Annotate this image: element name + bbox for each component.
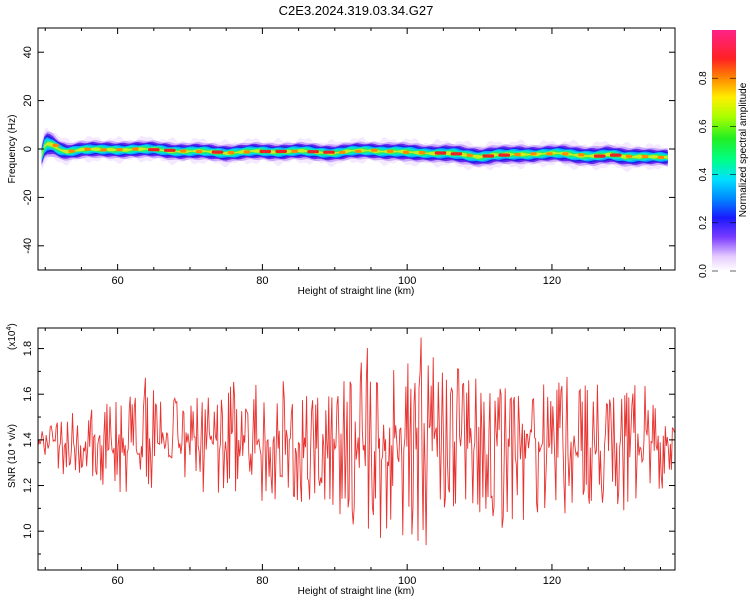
snr-y-tick-label: 1.2 — [22, 478, 34, 493]
spectral-peak-segment — [323, 150, 335, 154]
snr-multiplier-exp: 4 — [6, 327, 13, 331]
snr-multiplier-close: ) — [7, 323, 18, 326]
spectral-peak-segment — [450, 152, 463, 156]
spec-y-tick-label: 40 — [22, 46, 34, 58]
spec-x-tick-label: 100 — [398, 275, 416, 287]
spectral-peak-segment — [355, 149, 362, 153]
spectral-peak-segment — [227, 151, 235, 155]
spectral-peak-segment — [434, 151, 447, 155]
snr-x-tick-label: 120 — [543, 575, 561, 587]
spec-y-tick-label: -40 — [22, 238, 34, 254]
spectral-peak-segment — [498, 153, 510, 157]
spectral-peak-segment — [562, 152, 569, 156]
snr-panel: 60 80 100 120 1.0 1.2 1.4 1.6 1.8 Height of str… — [6, 323, 676, 597]
spectral-peak-segment — [84, 147, 91, 151]
colorbar-tick-label: 0.6 — [698, 119, 709, 133]
spectral-band-yellow — [41, 142, 668, 160]
spectral-peak-segment — [339, 150, 346, 154]
snr-y-ticks: 1.0 1.2 1.4 1.6 1.8 — [22, 341, 675, 555]
spectral-peak-segment — [530, 152, 537, 156]
snr-y-multiplier: (x104) — [6, 323, 18, 350]
spectral-peak-segment — [116, 148, 123, 152]
spectral-peak-segment — [482, 154, 495, 158]
spectrogram-y-ticks: 40 20 0 -20 -40 — [22, 46, 675, 254]
spec-x-tick-label: 120 — [543, 275, 561, 287]
snr-y-tick-label: 1.4 — [22, 432, 34, 447]
snr-y-tick-label: 1.0 — [22, 524, 34, 539]
spectral-peak-segment — [68, 149, 75, 153]
spectral-peak-segment — [164, 148, 176, 152]
colorbar-tick-label: 0.8 — [698, 71, 709, 85]
spectrogram-image — [41, 128, 668, 173]
spectral-peak-segment — [641, 154, 649, 159]
spectral-peak-segment — [52, 143, 59, 147]
spectral-peak-segment — [243, 150, 251, 154]
snr-x-ticks: 60 80 100 120 — [44, 328, 662, 587]
spectral-peak-segment — [609, 153, 622, 157]
colorbar-label: Normalized spectral amplitude — [738, 82, 749, 217]
spectral-peak-segment — [148, 148, 160, 152]
snr-frame — [37, 327, 676, 571]
spectral-peak-segment — [657, 155, 665, 160]
spectral-peak-segment — [291, 149, 298, 153]
spectrogram-panel: 60 80 100 120 40 20 0 -20 -40 Height of straigh… — [7, 27, 676, 297]
spectral-peak-segment — [275, 149, 287, 153]
snr-y-label: SNR (10 * v/v) — [7, 424, 18, 488]
spectral-peak-segment — [546, 152, 553, 156]
colorbar: 0.0 0.2 0.4 0.6 0.8 Normalized spectral ampl… — [698, 30, 749, 278]
spectral-peak-segment — [514, 153, 521, 157]
snr-series-line — [38, 337, 675, 546]
spectral-peak-segment — [100, 148, 107, 152]
spectral-peak-segment — [466, 153, 473, 157]
spectral-peak-segment — [259, 149, 272, 154]
snr-multiplier-base: (x10 — [7, 330, 18, 350]
snr-x-label: Height of straight line (km) — [298, 586, 415, 597]
spectrogram-y-label: Frequency (Hz) — [7, 115, 18, 184]
spectrogram-x-ticks: 60 80 100 120 — [44, 28, 662, 287]
spec-x-tick-label: 80 — [256, 275, 268, 287]
spec-y-tick-label: -20 — [22, 189, 34, 205]
spectral-peak-segment — [307, 150, 319, 154]
snr-x-tick-label: 60 — [112, 575, 124, 587]
colorbar-ticks: 0.0 0.2 0.4 0.6 0.8 — [698, 71, 736, 278]
snr-line-layer — [38, 337, 675, 546]
spectral-peak-segment — [211, 150, 224, 154]
spectral-peak-segment — [386, 149, 394, 153]
spec-y-tick-label: 20 — [22, 94, 34, 106]
snr-y-tick-label: 1.6 — [22, 387, 34, 402]
colorbar-tick-label: 0.4 — [698, 167, 709, 181]
spectral-peak-segment — [593, 154, 606, 158]
spectral-peak-segment — [179, 149, 187, 153]
spectral-peak-segment — [371, 148, 378, 152]
colorbar-tick-label: 0.0 — [698, 264, 709, 278]
spectrogram-x-label: Height of straight line (km) — [298, 286, 415, 297]
spectral-peak-segment — [195, 150, 203, 154]
snr-y-tick-label: 1.8 — [22, 341, 34, 356]
spectral-peak-segment — [402, 150, 410, 154]
spectral-peak-segment — [578, 153, 585, 157]
spec-x-tick-label: 60 — [112, 275, 124, 287]
colorbar-tick-label: 0.2 — [698, 215, 709, 229]
spectral-peak-segment — [418, 151, 426, 155]
spec-y-tick-label: 0 — [22, 146, 34, 152]
colorbar-gradient — [712, 30, 736, 271]
spectral-peak-segment — [625, 154, 633, 158]
spectral-peak-segment — [132, 147, 139, 151]
figure-title: C2E3.2024.319.03.34.G27 — [279, 3, 434, 18]
snr-x-tick-label: 100 — [398, 575, 416, 587]
snr-x-tick-label: 80 — [256, 575, 268, 587]
